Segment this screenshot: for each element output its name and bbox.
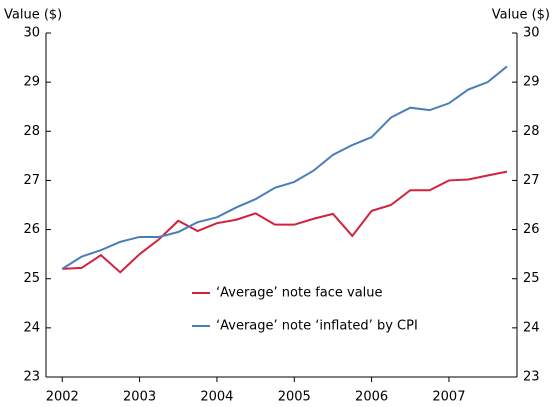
legend-label: ‘Average’ note face value	[216, 286, 383, 301]
y2-tick-label: 26	[523, 222, 540, 237]
y-tick-label: 23	[23, 370, 40, 385]
y-tick-label: 30	[23, 26, 40, 41]
y2-tick-label: 30	[523, 26, 540, 41]
y-tick-label: 25	[23, 271, 40, 286]
y2-tick-label: 23	[523, 370, 540, 385]
legend-label: ‘Average’ note ‘inflated’ by CPI	[216, 319, 418, 334]
x-tick-label: 2005	[278, 390, 311, 405]
series-line	[62, 170, 508, 274]
x-tick-label: 2006	[355, 390, 388, 405]
y-axis-label: Value ($)	[4, 8, 62, 23]
y2-tick-label: 27	[523, 173, 540, 188]
x-tick-label: 2007	[432, 390, 465, 405]
series-line	[61, 65, 508, 270]
y2-tick-label: 25	[523, 271, 540, 286]
x-tick-label: 2002	[46, 390, 79, 405]
x-tick-label: 2004	[200, 390, 233, 405]
y2-tick-label: 28	[523, 124, 540, 139]
y-tick-label: 29	[23, 75, 40, 90]
y-tick-label: 24	[23, 320, 40, 335]
y2-axis-label: Value ($)	[492, 8, 550, 23]
y-tick-label: 27	[23, 173, 40, 188]
y2-tick-label: 29	[523, 75, 540, 90]
y-tick-label: 28	[23, 124, 40, 139]
y2-tick-label: 24	[523, 320, 540, 335]
x-tick-label: 2003	[123, 390, 156, 405]
y-tick-label: 26	[23, 222, 40, 237]
